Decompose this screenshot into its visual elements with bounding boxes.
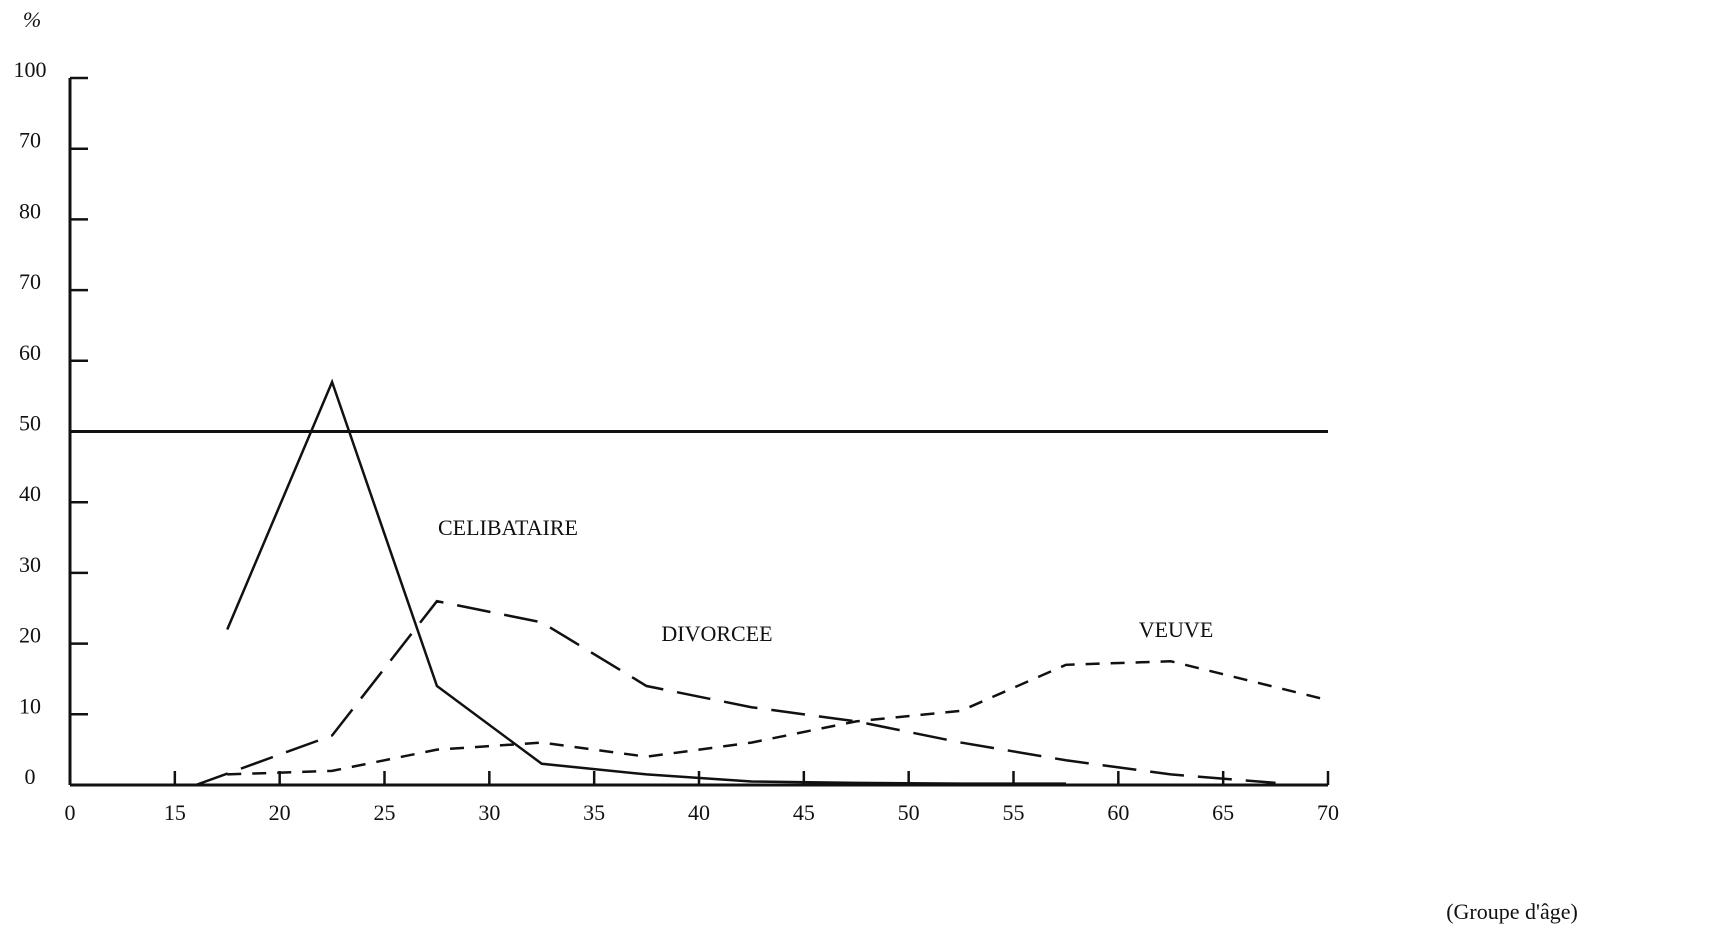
x-tick-label: 40 bbox=[688, 800, 710, 825]
series-line bbox=[227, 660, 1329, 776]
x-tick-label: 25 bbox=[374, 800, 396, 825]
x-tick-label: 70 bbox=[1317, 800, 1339, 825]
x-tick-label: 60 bbox=[1107, 800, 1129, 825]
x-axis-label: (Groupe d'âge) bbox=[1446, 899, 1578, 924]
x-tick-label: 50 bbox=[898, 800, 920, 825]
y-tick-label: 20 bbox=[19, 623, 41, 648]
x-tick-label: 30 bbox=[478, 800, 500, 825]
y-axis-label: % bbox=[23, 7, 41, 32]
x-tick-label: 35 bbox=[583, 800, 605, 825]
y-tick-label: 70 bbox=[19, 269, 41, 294]
series-label: CELIBATAIRE bbox=[438, 515, 578, 540]
x-tick-label: 0 bbox=[65, 800, 76, 825]
series-label: VEUVE bbox=[1139, 617, 1214, 642]
y-tick-label: 70 bbox=[19, 128, 41, 153]
y-tick-label: 80 bbox=[19, 198, 41, 223]
series-line bbox=[195, 599, 1276, 787]
x-tick-label: 45 bbox=[793, 800, 815, 825]
x-tick-label: 15 bbox=[164, 800, 186, 825]
y-tick-label: 60 bbox=[19, 340, 41, 365]
series-label: DIVORCEE bbox=[661, 621, 772, 646]
y-tick-label: 40 bbox=[19, 481, 41, 506]
y-tick-label: 100 bbox=[14, 57, 47, 82]
x-tick-label: 65 bbox=[1212, 800, 1234, 825]
y-tick-label: 10 bbox=[19, 693, 41, 718]
x-tick-label: 55 bbox=[1003, 800, 1025, 825]
y-tick-label: 0 bbox=[25, 764, 36, 789]
y-tick-label: 30 bbox=[19, 552, 41, 577]
series-line bbox=[226, 378, 1066, 785]
x-tick-label: 20 bbox=[269, 800, 291, 825]
y-tick-label: 50 bbox=[19, 411, 41, 436]
